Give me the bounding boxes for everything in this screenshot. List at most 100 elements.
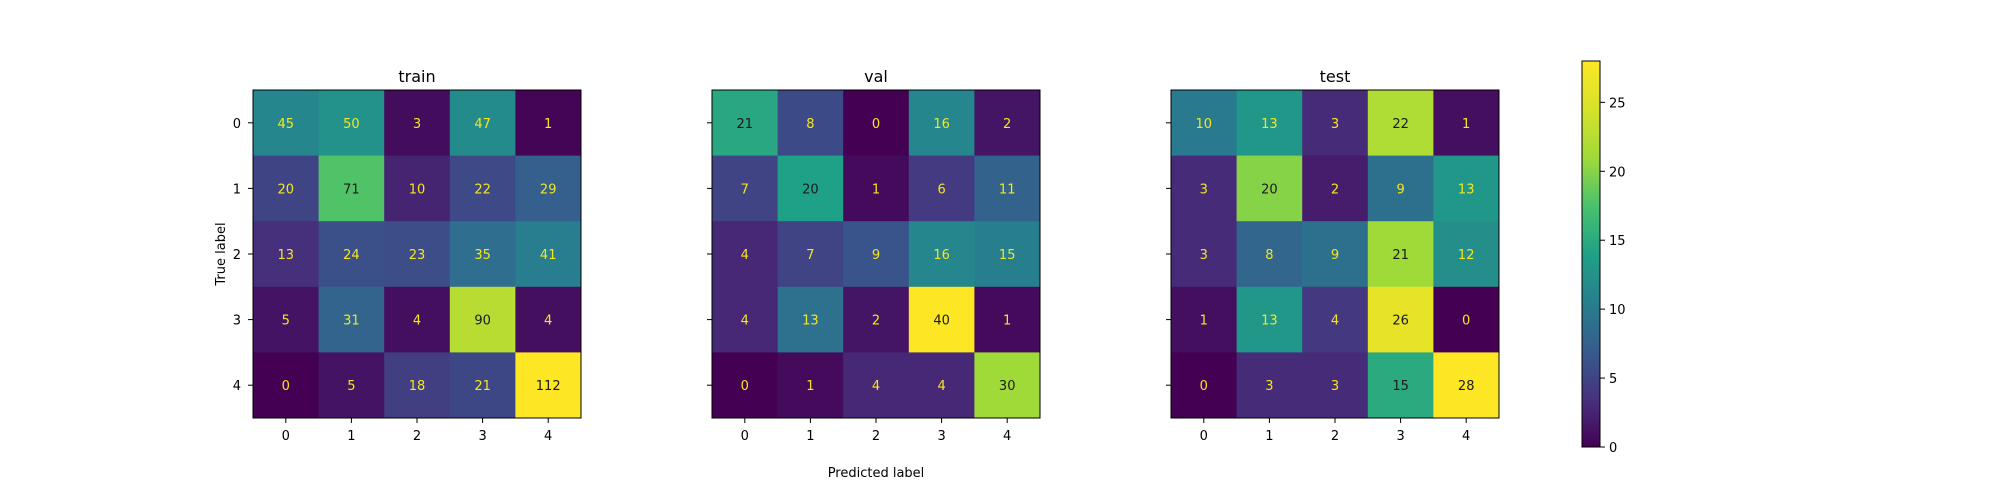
colorbar-tick-label: 0 [1609,441,1617,456]
colorbar-tick-label: 10 [1609,303,1626,318]
cell-value-label: 1 [544,117,552,132]
panel-title-train: train [398,67,435,86]
heatmap-cell [974,352,1041,419]
cell-value-label: 11 [999,182,1016,197]
cell-value-label: 90 [474,314,491,329]
heatmap-cell [384,286,451,353]
heatmap-cell [1302,155,1369,222]
cell-value-label: 4 [544,314,552,329]
cell-value-label: 13 [1261,117,1278,132]
cell-value-label: 8 [1265,248,1273,263]
y-tick-label: 3 [233,314,241,329]
cell-value-label: 31 [343,314,360,329]
heatmap-cell [1236,221,1303,288]
x-tick-label: 1 [806,429,814,444]
y-tick-label: 0 [233,117,241,132]
heatmap-cell [974,90,1041,157]
cell-value-label: 7 [806,248,814,263]
cell-value-label: 29 [540,182,557,197]
cell-value-label: 13 [278,248,295,263]
panel-val: val 21 8 0 16 27 20 1 6 114 7 9 16 154 13 2 40 10 1 4 4 300 1… [707,67,1041,444]
heatmap-cell [974,221,1041,288]
cell-value-label: 20 [802,182,819,197]
cell-value-label: 2 [1003,117,1011,132]
cell-value-label: 9 [1396,182,1404,197]
cell-value-label: 20 [278,182,295,197]
x-tick-label: 4 [544,429,552,444]
y-tick-label: 4 [233,379,241,394]
cell-value-label: 4 [741,248,749,263]
cell-value-label: 41 [540,248,557,263]
heatmap-cell [1367,90,1434,157]
cell-value-label: 3 [1200,182,1208,197]
cell-value-label: 35 [474,248,491,263]
cell-value-label: 3 [1331,117,1339,132]
cell-value-label: 16 [933,248,950,263]
x-tick-label: 0 [1200,429,1208,444]
cell-value-label: 0 [741,379,749,394]
cell-value-label: 2 [872,314,880,329]
heatmap-cell [843,286,910,353]
cell-value-label: 50 [343,117,360,132]
heatmap-cell [1236,286,1303,353]
heatmap-cell [777,352,844,419]
cell-value-label: 4 [872,379,880,394]
heatmap-cell [1171,352,1238,419]
cell-value-label: 24 [343,248,360,263]
cell-value-label: 13 [1261,314,1278,329]
heatmap-cell [843,352,910,419]
heatmap-cell [712,155,779,222]
heatmap-cell [1171,90,1238,157]
cell-value-label: 10 [409,182,426,197]
heatmap-cell [777,90,844,157]
cell-value-label: 8 [806,117,814,132]
heatmap-cell [253,90,320,157]
cell-value-label: 5 [347,379,355,394]
heatmap-cell [712,90,779,157]
x-tick-label: 0 [282,429,290,444]
panel-title-val: val [864,67,888,86]
heatmap-cell [777,221,844,288]
cell-value-label: 5 [282,314,290,329]
heatmap-cell [1433,286,1500,353]
cell-value-label: 13 [802,314,819,329]
heatmap-cell [1302,90,1369,157]
cell-value-label: 0 [1462,314,1470,329]
cell-value-label: 30 [999,379,1016,394]
colorbar-gradient [1581,60,1601,448]
cell-value-label: 6 [937,182,945,197]
cell-value-label: 21 [474,379,491,394]
heatmap-cell [908,90,975,157]
heatmap-cell [515,221,582,288]
cell-value-label: 47 [474,117,491,132]
heatmap-cell [318,90,385,157]
heatmap-cell [1433,90,1500,157]
cell-value-label: 18 [409,379,426,394]
heatmap-cell [449,352,516,419]
cell-value-label: 21 [737,117,754,132]
heatmap-cell [449,286,516,353]
panel-title-test: test [1320,67,1351,86]
heatmap-cell [515,286,582,353]
heatmap-cell [253,352,320,419]
heatmap-cell [384,221,451,288]
heatmap-cell [1433,221,1500,288]
cell-value-label: 28 [1458,379,1475,394]
heatmap-cell [318,155,385,222]
heatmap-cell [777,155,844,222]
cell-value-label: 13 [1458,182,1475,197]
cell-value-label: 4 [1331,314,1339,329]
heatmap-cell [449,90,516,157]
heatmap-cell [843,90,910,157]
heatmap-cell [253,221,320,288]
heatmap-cell [1433,155,1500,222]
x-tick-label: 2 [1331,429,1339,444]
heatmap-cell [777,286,844,353]
heatmap-cell [974,155,1041,222]
heatmap-cell [908,221,975,288]
cell-value-label: 9 [872,248,880,263]
cell-value-label: 3 [1331,379,1339,394]
cell-value-label: 0 [872,117,880,132]
